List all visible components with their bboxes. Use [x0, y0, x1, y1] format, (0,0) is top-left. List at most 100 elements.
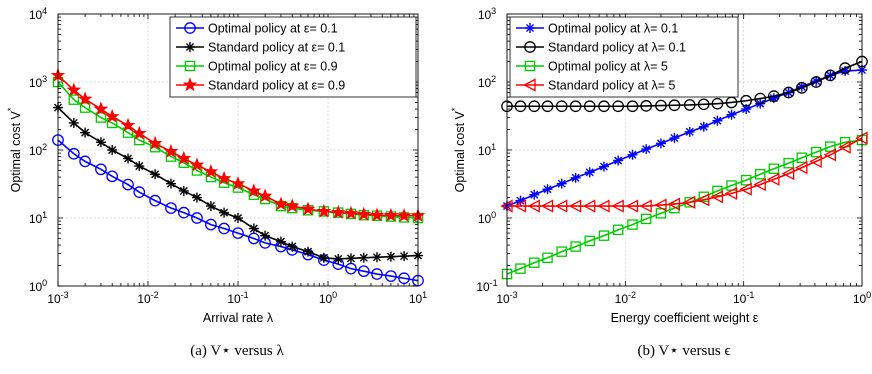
data-point	[165, 178, 176, 189]
y-axis-label-group: Optimal cost V*	[6, 107, 23, 192]
data-point	[93, 101, 109, 116]
data-point	[107, 145, 118, 155]
data-point	[524, 41, 536, 53]
data-point	[612, 224, 624, 236]
data-point	[133, 186, 146, 198]
data-point	[809, 154, 822, 168]
data-point	[740, 94, 753, 107]
data-point	[191, 212, 203, 224]
x-tick-label: 10-2	[137, 290, 158, 306]
data-point	[95, 163, 107, 176]
y-tick-label-base: 10	[478, 76, 492, 90]
x-tick-label-base: 10	[137, 292, 151, 306]
data-point	[582, 199, 596, 213]
data-point	[823, 148, 836, 162]
data-point-stroke	[108, 145, 117, 155]
data-point	[669, 133, 680, 144]
data-point-stroke	[614, 156, 623, 165]
x-tick-label-exp: 0	[332, 290, 337, 300]
data-point	[345, 262, 357, 275]
data-point	[343, 205, 359, 220]
data-point-stroke	[525, 23, 535, 33]
data-point	[369, 207, 385, 222]
data-point	[357, 265, 370, 278]
x-tick-label-exp: 0	[866, 290, 871, 300]
data-point-stroke	[185, 42, 195, 52]
data-point	[383, 207, 399, 222]
data-point-stroke	[359, 253, 368, 262]
data-point-stroke	[585, 168, 594, 177]
chart-a: 10-3 10-2 10-1 100 101100101102103104Optimal…	[6, 6, 427, 359]
data-point-stroke	[276, 237, 285, 246]
y-tick-label: 10-1	[476, 278, 497, 294]
x-tick-label: 10-3	[496, 290, 517, 306]
data-point	[710, 190, 724, 204]
data-point	[273, 196, 289, 211]
data-point	[79, 155, 91, 168]
y-tick-label-base: 10	[29, 144, 43, 158]
y-tick-label-base: 10	[478, 144, 492, 158]
data-point-stroke	[346, 254, 356, 263]
data-point-stroke	[166, 179, 176, 188]
data-point-stroke	[685, 127, 694, 136]
data-point	[275, 236, 286, 247]
data-point-stroke	[530, 190, 539, 199]
data-point	[640, 100, 653, 112]
data-point	[514, 100, 527, 113]
data-point	[176, 150, 192, 165]
data-point-stroke	[261, 231, 270, 240]
data-point	[67, 147, 80, 160]
data-point	[205, 201, 216, 212]
legend-entry: Optimal policy at ε= 0.1	[176, 22, 338, 36]
data-point	[257, 188, 273, 203]
series-4	[50, 67, 426, 222]
data-point	[542, 252, 553, 264]
data-point	[528, 100, 541, 113]
x-tick-label-exp: 1	[422, 290, 427, 300]
data-point-stroke	[151, 170, 160, 179]
legend-entry: Optimal policy at λ= 0.1	[516, 22, 678, 36]
data-point	[542, 184, 553, 195]
data-point	[625, 199, 639, 213]
data-point	[554, 199, 568, 213]
data-point	[529, 257, 540, 268]
data-point	[80, 127, 91, 138]
data-point	[104, 108, 120, 123]
data-point-stroke	[96, 138, 105, 147]
data-point-stroke	[372, 253, 381, 262]
data-point-stroke	[557, 179, 566, 188]
data-point	[612, 100, 625, 113]
data-point	[191, 192, 202, 203]
data-point	[303, 246, 314, 257]
data-point	[682, 195, 696, 209]
data-point	[178, 185, 189, 196]
data-point	[330, 204, 346, 219]
data-point-stroke	[656, 139, 665, 148]
data-point	[739, 182, 752, 196]
data-point	[219, 207, 230, 218]
y-tick-label: 103	[29, 74, 47, 90]
legend-entry: Standard policy at λ= 5	[516, 78, 676, 93]
x-tick-label: 101	[409, 290, 427, 306]
data-point	[371, 252, 382, 263]
y-tick-label-exp: 0	[42, 278, 47, 288]
data-point	[668, 99, 681, 112]
data-point	[754, 92, 767, 105]
data-point	[598, 100, 610, 113]
data-point	[106, 170, 119, 183]
data-point-stroke	[713, 116, 722, 125]
data-point-stroke	[288, 242, 297, 251]
data-point	[698, 121, 709, 132]
data-point-stroke	[233, 213, 243, 223]
data-point	[232, 227, 244, 239]
data-point	[740, 174, 752, 186]
data-point	[810, 76, 823, 88]
y-axis-label: Optimal cost V*	[450, 107, 467, 192]
data-point	[584, 167, 595, 178]
data-point	[584, 235, 595, 247]
data-point	[570, 241, 581, 252]
y-tick-label-base: 10	[29, 76, 43, 90]
data-point	[527, 199, 540, 213]
legend-label: Standard policy at λ= 0.1	[548, 41, 686, 55]
